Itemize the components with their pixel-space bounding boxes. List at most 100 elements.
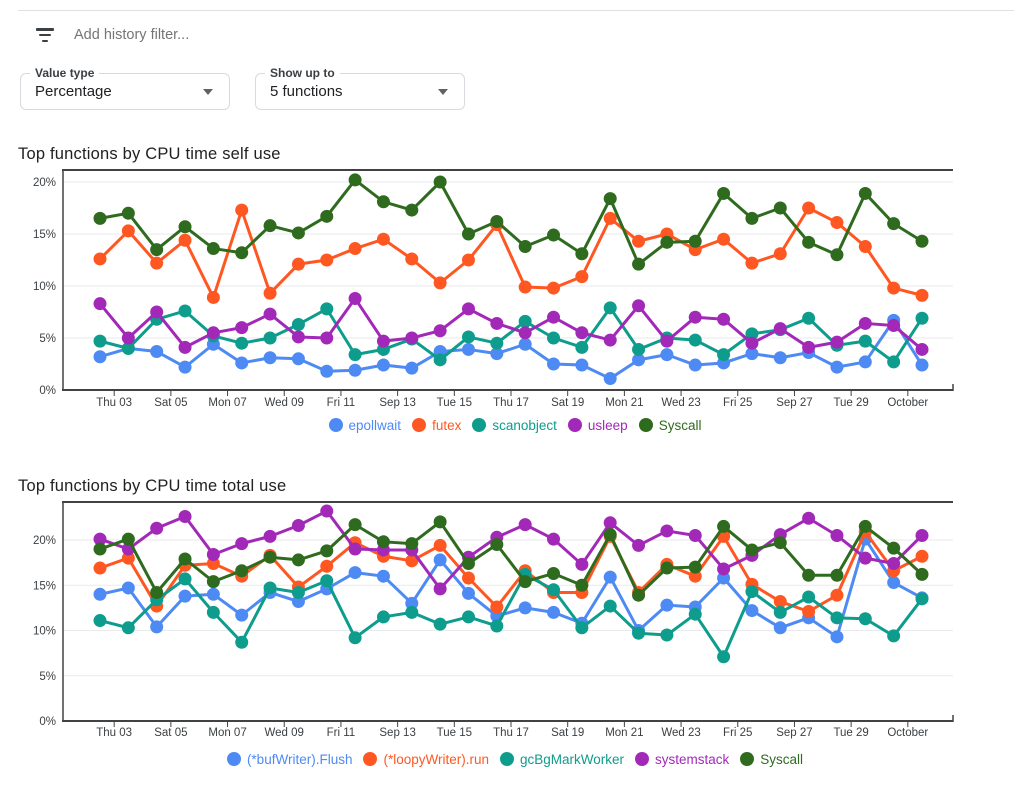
data-point[interactable] (547, 583, 561, 597)
data-point[interactable] (660, 598, 674, 612)
data-point[interactable] (121, 224, 135, 238)
data-point[interactable] (745, 604, 759, 618)
data-point[interactable] (433, 353, 447, 367)
data-point[interactable] (547, 281, 561, 295)
cpu-self-use-line-chart[interactable]: 0% 5% 10% 15% 20% Thu 03 Sat 05 Mon 07 Wed 09 Fri… (0, 158, 1030, 412)
data-point[interactable] (235, 537, 249, 551)
data-point[interactable] (575, 578, 589, 592)
data-point[interactable] (291, 226, 305, 240)
data-point[interactable] (688, 607, 702, 621)
data-point[interactable] (802, 604, 816, 618)
data-point[interactable] (745, 585, 759, 599)
data-point[interactable] (235, 321, 249, 335)
data-point[interactable] (150, 345, 164, 359)
data-point[interactable] (433, 276, 447, 290)
data-point[interactable] (405, 361, 419, 375)
data-point[interactable] (745, 336, 759, 350)
data-point[interactable] (348, 631, 362, 645)
data-point[interactable] (121, 581, 135, 595)
value-type-select[interactable]: Value type Percentage (20, 66, 230, 110)
data-point[interactable] (802, 235, 816, 249)
data-point[interactable] (660, 561, 674, 575)
data-point[interactable] (773, 536, 787, 550)
history-filter-input[interactable] (72, 26, 376, 44)
data-point[interactable] (547, 310, 561, 324)
data-point[interactable] (887, 217, 901, 231)
data-point[interactable] (547, 228, 561, 242)
data-point[interactable] (887, 557, 901, 571)
data-point[interactable] (518, 575, 532, 589)
data-point[interactable] (518, 337, 532, 351)
data-point[interactable] (178, 233, 192, 247)
data-point[interactable] (121, 532, 135, 546)
data-point[interactable] (178, 509, 192, 523)
data-point[interactable] (93, 542, 107, 556)
data-point[interactable] (178, 552, 192, 566)
data-point[interactable] (320, 544, 334, 558)
data-point[interactable] (518, 326, 532, 340)
data-point[interactable] (773, 322, 787, 336)
data-point[interactable] (887, 319, 901, 333)
data-point[interactable] (547, 532, 561, 546)
data-point[interactable] (93, 614, 107, 628)
data-point[interactable] (263, 529, 277, 543)
data-point[interactable] (575, 621, 589, 635)
data-point[interactable] (773, 247, 787, 261)
data-point[interactable] (178, 360, 192, 374)
data-point[interactable] (320, 574, 334, 588)
data-point[interactable] (547, 357, 561, 371)
data-point[interactable] (632, 588, 646, 602)
data-point[interactable] (830, 216, 844, 230)
data-point[interactable] (858, 355, 872, 369)
data-point[interactable] (887, 629, 901, 643)
data-point[interactable] (376, 610, 390, 624)
data-point[interactable] (660, 348, 674, 362)
data-point[interactable] (206, 242, 220, 256)
data-point[interactable] (858, 316, 872, 330)
data-point[interactable] (93, 532, 107, 546)
data-point[interactable] (405, 537, 419, 551)
data-point[interactable] (745, 347, 759, 361)
data-point[interactable] (263, 286, 277, 300)
data-point[interactable] (887, 281, 901, 295)
data-point[interactable] (376, 535, 390, 549)
data-point[interactable] (235, 635, 249, 649)
data-point[interactable] (320, 331, 334, 345)
data-point[interactable] (461, 342, 475, 356)
data-point[interactable] (603, 372, 617, 386)
data-point[interactable] (858, 551, 872, 565)
data-point[interactable] (490, 215, 504, 229)
data-point[interactable] (433, 538, 447, 552)
data-point[interactable] (376, 569, 390, 583)
data-point[interactable] (405, 203, 419, 217)
data-point[interactable] (178, 220, 192, 234)
data-point[interactable] (121, 206, 135, 220)
data-point[interactable] (660, 334, 674, 348)
data-point[interactable] (858, 186, 872, 200)
data-point[interactable] (773, 595, 787, 609)
data-point[interactable] (575, 326, 589, 340)
data-point[interactable] (717, 650, 731, 664)
data-point[interactable] (547, 331, 561, 345)
data-point[interactable] (802, 201, 816, 215)
data-point[interactable] (773, 201, 787, 215)
data-point[interactable] (461, 610, 475, 624)
data-point[interactable] (830, 630, 844, 644)
data-point[interactable] (461, 253, 475, 267)
data-point[interactable] (93, 211, 107, 225)
data-point[interactable] (518, 518, 532, 532)
data-point[interactable] (518, 601, 532, 615)
data-point[interactable] (348, 242, 362, 256)
data-point[interactable] (915, 288, 929, 302)
data-point[interactable] (433, 553, 447, 567)
data-point[interactable] (830, 335, 844, 349)
data-point[interactable] (830, 611, 844, 625)
data-point[interactable] (235, 608, 249, 622)
data-point[interactable] (603, 516, 617, 530)
data-point[interactable] (603, 211, 617, 225)
data-point[interactable] (915, 528, 929, 542)
data-point[interactable] (632, 342, 646, 356)
data-point[interactable] (717, 562, 731, 576)
data-point[interactable] (405, 596, 419, 610)
data-point[interactable] (632, 538, 646, 552)
